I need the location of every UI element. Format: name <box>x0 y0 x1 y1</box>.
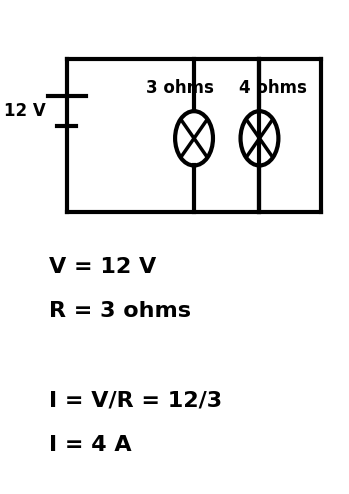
Text: 4 ohms: 4 ohms <box>239 79 307 97</box>
Text: 12 V: 12 V <box>5 102 46 120</box>
Text: V = 12 V: V = 12 V <box>50 257 157 277</box>
Text: I = 4 A: I = 4 A <box>50 435 132 454</box>
Text: R = 3 ohms: R = 3 ohms <box>50 301 191 321</box>
Text: I = V/R = 12/3: I = V/R = 12/3 <box>50 390 223 410</box>
Text: 3 ohms: 3 ohms <box>146 79 214 97</box>
